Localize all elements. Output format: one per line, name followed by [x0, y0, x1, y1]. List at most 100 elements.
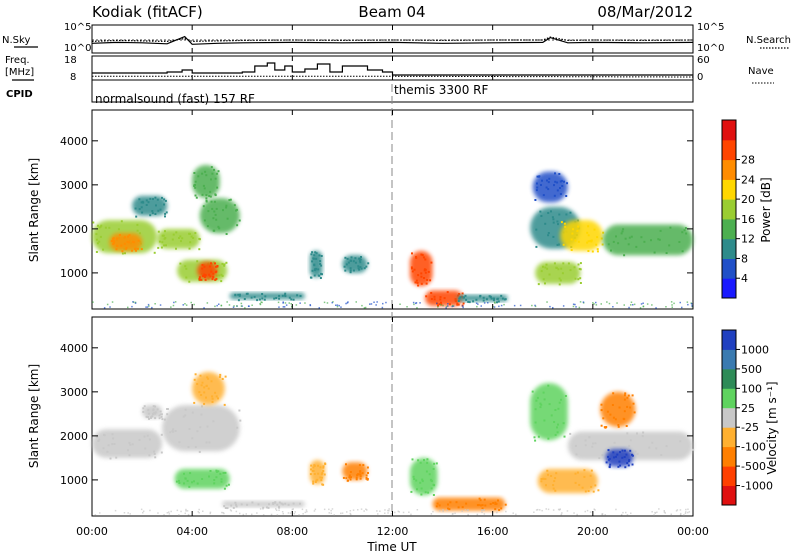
echo-speckle [217, 470, 219, 472]
echo-speckle [102, 249, 104, 251]
echo-speckle [141, 206, 143, 208]
echo-speckle [547, 385, 549, 387]
echo-speckle [313, 254, 315, 256]
echo-speckle [578, 484, 580, 486]
echo-region-power-15 [560, 220, 603, 251]
echo-speckle [218, 227, 220, 229]
echo-speckle [553, 480, 555, 482]
y-tick-label: 2000 [60, 430, 88, 443]
echo-speckle [201, 173, 203, 175]
echo-speckle [201, 268, 203, 270]
echo-speckle [575, 482, 577, 484]
echo-speckle [576, 453, 578, 455]
colorbar-tick-label: 4 [741, 272, 748, 285]
echo-speckle [556, 221, 558, 223]
echo-speckle [139, 232, 141, 234]
echo-speckle [628, 395, 630, 397]
echo-speckle [213, 479, 215, 481]
echo-speckle [154, 197, 156, 199]
echo-speckle [547, 212, 549, 214]
echo-speckle [236, 224, 238, 226]
echo-speckle [553, 222, 555, 224]
ground-scatter-dot [665, 512, 667, 514]
ground-scatter-dot [437, 306, 439, 308]
ground-scatter-dot [131, 306, 133, 308]
echo-speckle [100, 236, 102, 238]
echo-speckle [159, 417, 161, 419]
echo-speckle [282, 503, 284, 505]
colorbar-segment [722, 349, 736, 369]
echo-speckle [211, 380, 213, 382]
echo-speckle [299, 503, 301, 505]
echo-speckle [456, 501, 458, 503]
echo-speckle [543, 194, 545, 196]
echo-speckle [251, 297, 253, 299]
ground-scatter-dot [531, 305, 533, 307]
echo-speckle [459, 296, 461, 298]
echo-speckle [588, 490, 590, 492]
echo-speckle [535, 229, 537, 231]
echo-speckle [167, 408, 169, 410]
echo-speckle [540, 184, 542, 186]
ground-scatter-dot [246, 513, 248, 515]
echo-speckle [430, 292, 432, 294]
echo-speckle [96, 239, 98, 241]
ground-scatter-dot [295, 511, 297, 512]
echo-speckle [420, 272, 422, 274]
echo-speckle [626, 397, 628, 399]
echo-speckle [580, 282, 582, 284]
ground-scatter-dot [342, 512, 344, 514]
echo-speckle [105, 227, 107, 229]
ground-scatter-dot [461, 510, 463, 512]
ground-scatter-dot [142, 512, 144, 514]
colorbar-tick-label: 24 [741, 173, 755, 186]
echo-speckle [602, 244, 604, 246]
ground-scatter-dot [634, 304, 636, 306]
echo-speckle [546, 187, 548, 189]
ground-scatter-dot [350, 514, 352, 516]
echo-speckle [640, 236, 642, 238]
velocity-colorbar-label: Velocity [m s⁻¹] [765, 381, 779, 474]
echo-speckle [666, 252, 668, 254]
ground-scatter-dot [671, 514, 673, 516]
ground-scatter-dot [302, 513, 304, 515]
ground-scatter-dot [580, 301, 582, 303]
echo-speckle [104, 434, 106, 436]
echo-speckle [556, 182, 558, 184]
echo-speckle [535, 246, 537, 248]
echo-speckle [230, 505, 232, 507]
echo-speckle [187, 480, 189, 482]
x-tick-label: 20:00 [577, 525, 609, 538]
ground-scatter-dot [673, 303, 675, 305]
echo-speckle [135, 216, 137, 218]
echo-speckle [609, 414, 611, 416]
x-tick-label: 12:00 [377, 525, 409, 538]
echo-speckle [315, 268, 317, 270]
echo-speckle [202, 382, 204, 384]
ground-scatter-dot [494, 302, 496, 304]
echo-speckle [348, 477, 350, 479]
echo-speckle [550, 210, 552, 212]
echo-speckle [356, 477, 358, 479]
ground-scatter-dot [157, 512, 159, 514]
power-panel: 1000200030004000 Slant Range [km] [27, 110, 693, 309]
echo-speckle [118, 228, 120, 230]
echo-speckle [204, 276, 206, 278]
echo-speckle [195, 195, 197, 197]
colorbar-tick-label: -25 [741, 421, 759, 434]
echo-speckle [128, 442, 130, 444]
echo-speckle [185, 478, 187, 480]
ground-scatter-dot [233, 307, 235, 309]
ground-scatter-dot [605, 514, 607, 516]
ground-scatter-dot [462, 307, 464, 309]
ground-scatter-dot [573, 304, 575, 306]
echo-speckle [129, 454, 131, 456]
echo-speckle [275, 297, 277, 299]
ground-scatter-dot [148, 304, 150, 306]
ground-scatter-dot [263, 514, 265, 516]
ground-scatter-dot [496, 512, 498, 514]
echo-speckle [421, 283, 423, 285]
echo-speckle [219, 374, 221, 376]
echo-speckle [290, 298, 292, 300]
echo-speckle [636, 433, 638, 435]
